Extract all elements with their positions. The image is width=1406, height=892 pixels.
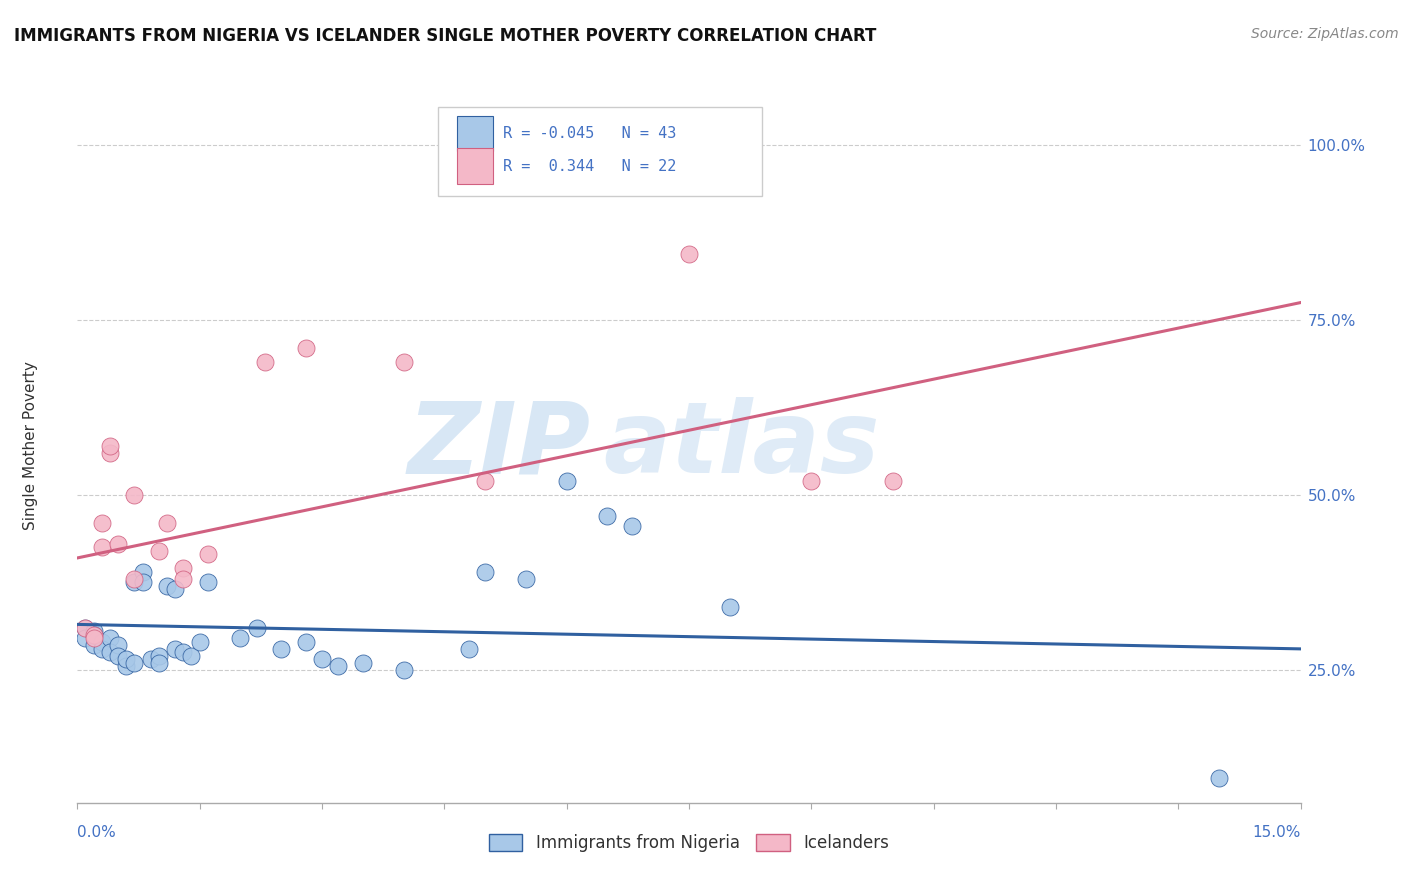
- Point: [124, 656, 146, 670]
- Point: [90, 541, 112, 555]
- Point: [165, 582, 187, 597]
- Point: [457, 641, 479, 656]
- Point: [75, 621, 97, 635]
- Point: [156, 579, 179, 593]
- Point: [294, 341, 316, 355]
- Point: [156, 516, 179, 530]
- Point: [75, 632, 97, 646]
- Point: [83, 632, 105, 646]
- Point: [328, 659, 350, 673]
- Legend: Immigrants from Nigeria, Icelanders: Immigrants from Nigeria, Icelanders: [482, 827, 896, 859]
- Text: R = -0.045   N = 43: R = -0.045 N = 43: [503, 126, 676, 141]
- Point: [229, 632, 252, 646]
- Point: [131, 575, 153, 590]
- Point: [98, 439, 121, 453]
- FancyBboxPatch shape: [457, 116, 494, 152]
- Point: [392, 355, 415, 369]
- Point: [148, 648, 170, 663]
- Point: [246, 621, 269, 635]
- Text: IMMIGRANTS FROM NIGERIA VS ICELANDER SINGLE MOTHER POVERTY CORRELATION CHART: IMMIGRANTS FROM NIGERIA VS ICELANDER SIN…: [14, 27, 876, 45]
- Point: [718, 599, 741, 614]
- Text: R =  0.344   N = 22: R = 0.344 N = 22: [503, 159, 676, 174]
- Point: [620, 519, 643, 533]
- Point: [188, 635, 211, 649]
- Point: [107, 537, 129, 551]
- Text: Source: ZipAtlas.com: Source: ZipAtlas.com: [1251, 27, 1399, 41]
- Point: [124, 575, 146, 590]
- Point: [197, 548, 219, 562]
- Point: [555, 474, 578, 488]
- Point: [172, 561, 194, 575]
- Point: [352, 656, 374, 670]
- Point: [596, 508, 619, 523]
- FancyBboxPatch shape: [457, 148, 494, 184]
- Point: [124, 572, 146, 586]
- Point: [139, 652, 162, 666]
- Point: [107, 648, 129, 663]
- Point: [253, 355, 276, 369]
- Point: [294, 635, 316, 649]
- Point: [197, 575, 219, 590]
- Point: [98, 645, 121, 659]
- Point: [124, 488, 146, 502]
- Point: [678, 246, 700, 260]
- Point: [75, 621, 97, 635]
- FancyBboxPatch shape: [439, 107, 762, 196]
- Point: [90, 641, 112, 656]
- Text: atlas: atlas: [603, 398, 880, 494]
- Point: [311, 652, 333, 666]
- Point: [98, 632, 121, 646]
- Point: [172, 645, 194, 659]
- Point: [515, 572, 537, 586]
- Point: [83, 639, 105, 653]
- Point: [270, 641, 292, 656]
- Point: [131, 565, 153, 579]
- Text: Single Mother Poverty: Single Mother Poverty: [24, 361, 38, 531]
- Point: [882, 474, 904, 488]
- Point: [83, 628, 105, 642]
- Text: 15.0%: 15.0%: [1253, 825, 1301, 840]
- Point: [474, 474, 496, 488]
- Point: [90, 516, 112, 530]
- Point: [148, 656, 170, 670]
- Point: [474, 565, 496, 579]
- Point: [115, 652, 138, 666]
- Point: [107, 639, 129, 653]
- Point: [180, 648, 202, 663]
- Point: [800, 474, 823, 488]
- Point: [165, 641, 187, 656]
- Point: [392, 663, 415, 677]
- Point: [98, 446, 121, 460]
- Point: [90, 635, 112, 649]
- Point: [83, 628, 105, 642]
- Point: [83, 624, 105, 639]
- Point: [148, 544, 170, 558]
- Text: ZIP: ZIP: [408, 398, 591, 494]
- Point: [1208, 772, 1230, 786]
- Point: [172, 572, 194, 586]
- Text: 0.0%: 0.0%: [77, 825, 117, 840]
- Point: [115, 659, 138, 673]
